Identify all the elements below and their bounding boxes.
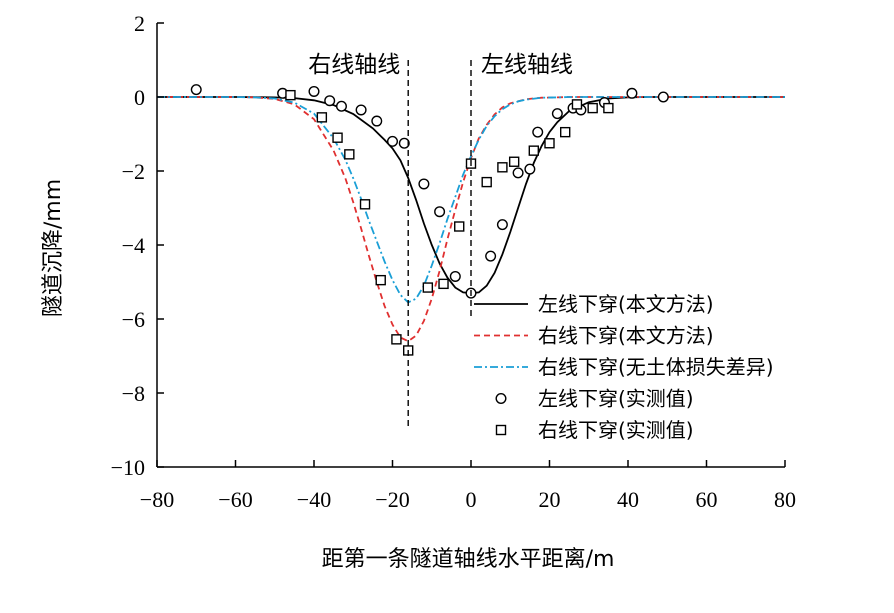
axes-layer xyxy=(156,22,786,468)
data-point-square xyxy=(497,162,508,173)
data-point-square xyxy=(587,102,598,114)
data-point-square xyxy=(544,138,555,149)
legend-swatch-square xyxy=(495,424,507,436)
data-point-square xyxy=(316,112,328,123)
reference-lines-layer xyxy=(407,60,472,430)
y-tick-label: −4 xyxy=(122,233,145,258)
x-tick-label: 20 xyxy=(539,487,561,512)
y-tick-label: −2 xyxy=(122,159,145,184)
data-point-square xyxy=(508,156,520,167)
data-point-circle xyxy=(485,250,497,262)
legend-label: 右线下穿(本文方法) xyxy=(538,324,714,348)
x-tick-label: 80 xyxy=(774,487,796,512)
data-point-square xyxy=(285,89,296,101)
x-tick-label: 0 xyxy=(466,487,477,512)
legend-label: 右线下穿(无土体损失差异) xyxy=(538,355,774,379)
y-axis-label: 隧道沉降/mm xyxy=(41,179,66,317)
data-point-circle xyxy=(512,167,524,179)
x-tick-label: −80 xyxy=(140,487,174,512)
data-point-circle xyxy=(532,126,544,138)
x-tick-label: 40 xyxy=(617,487,639,512)
data-point-square xyxy=(438,278,449,290)
x-tick-label: −60 xyxy=(218,487,252,512)
data-point-circle xyxy=(657,91,669,103)
data-point-square xyxy=(344,149,355,160)
y-tick-label: 0 xyxy=(134,85,145,110)
legend-label: 左线下穿(本文方法) xyxy=(538,292,714,316)
series-line-2 xyxy=(157,96,785,304)
data-point-square xyxy=(359,199,371,210)
data-point-circle xyxy=(551,108,563,120)
y-tick-label: −6 xyxy=(122,307,145,332)
data-point-square xyxy=(422,282,434,293)
data-point-circle xyxy=(355,104,367,116)
x-axis-label: 距第一条隧道轴线水平距离/m xyxy=(322,547,615,572)
data-point-circle xyxy=(626,87,638,99)
y-tick-label: −10 xyxy=(111,455,145,480)
axis-annotation: 左线轴线 xyxy=(481,52,573,78)
data-point-circle xyxy=(335,100,347,112)
data-point-square xyxy=(332,132,343,143)
data-point-circle xyxy=(190,84,202,96)
legend-label: 右线下穿(实测值) xyxy=(538,418,694,442)
y-tick-label: 2 xyxy=(134,11,145,36)
data-point-circle xyxy=(449,270,461,282)
data-point-circle xyxy=(524,163,536,175)
data-point-square xyxy=(391,334,402,345)
data-point-square xyxy=(528,145,539,156)
data-point-circle xyxy=(496,219,508,231)
legend-swatch-circle xyxy=(495,393,507,405)
data-point-circle xyxy=(434,206,446,218)
data-point-circle xyxy=(308,85,320,97)
y-tick-label: −8 xyxy=(122,381,145,406)
data-point-circle xyxy=(387,135,399,147)
data-point-square xyxy=(481,176,492,188)
annotations-layer: 右线轴线 左线轴线 xyxy=(308,52,573,78)
data-point-square xyxy=(571,99,583,110)
legend-label: 左线下穿(实测值) xyxy=(538,387,694,411)
x-tick-label: −40 xyxy=(297,487,331,512)
data-point-circle xyxy=(324,95,336,107)
data-point-square xyxy=(603,102,614,114)
x-tick-label: 60 xyxy=(696,487,718,512)
data-point-circle xyxy=(371,115,383,127)
data-point-square xyxy=(375,274,386,286)
x-tick-label: −20 xyxy=(375,487,409,512)
data-point-circle xyxy=(418,178,430,190)
legend: 左线下穿(本文方法) 右线下穿(本文方法) 右线下穿(无土体损失差异) 左线下穿(实测… xyxy=(474,292,774,442)
axis-annotation: 右线轴线 xyxy=(308,52,400,78)
data-point-circle xyxy=(398,137,410,149)
data-point-square xyxy=(560,126,571,138)
data-point-square xyxy=(454,221,465,232)
